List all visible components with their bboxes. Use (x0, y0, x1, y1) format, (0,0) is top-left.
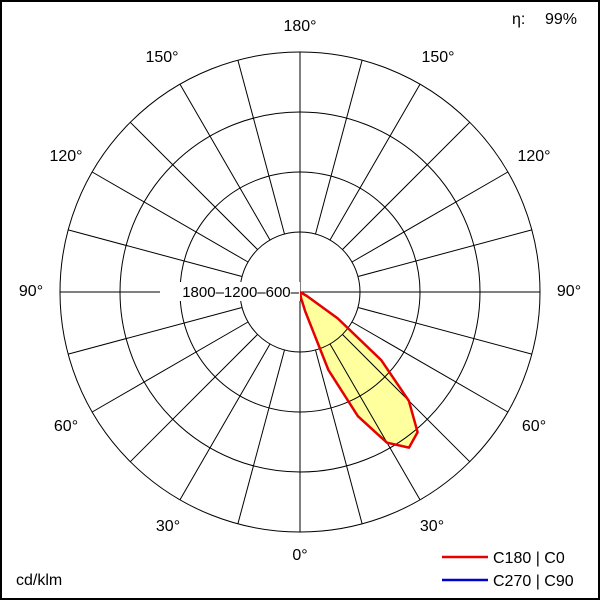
grid-spoke-105 (357, 229, 532, 277)
grid-spoke-15 (315, 349, 363, 524)
radial-scale-backdrop (160, 282, 300, 301)
grid-spoke-75 (357, 307, 532, 355)
grid-spoke-195 (237, 60, 285, 235)
eta-label: η: (512, 11, 525, 28)
grid-spoke-330 (179, 343, 271, 501)
angle-label-0: 0° (292, 547, 307, 564)
polar-label-layer: 1800–1200–600– 180° 150° 150° 120° 120° … (16, 11, 581, 590)
legend-label-c270-c90: C270 | C90 (493, 573, 574, 590)
grid-spoke-225 (129, 121, 258, 250)
angle-label-30-left: 30° (156, 518, 180, 535)
angle-label-150-right: 150° (421, 49, 454, 66)
angle-label-150-left: 150° (145, 49, 178, 66)
grid-spoke-165 (315, 60, 363, 235)
angle-label-60-right: 60° (522, 418, 546, 435)
grid-spoke-345 (237, 349, 285, 524)
grid-spoke-150 (329, 83, 421, 241)
angle-label-30-right: 30° (420, 518, 444, 535)
legend-label-c180-c0: C180 | C0 (493, 550, 565, 567)
grid-spoke-255 (68, 229, 243, 277)
angle-label-120-left: 120° (49, 148, 82, 165)
grid-spoke-210 (179, 83, 271, 241)
legend: C180 | C0 C270 | C90 (442, 550, 574, 590)
grid-spoke-135 (342, 121, 471, 250)
unit-label: cd/klm (16, 572, 62, 589)
grid-spoke-60 (351, 321, 509, 413)
grid-spoke-30 (329, 343, 421, 501)
angle-label-120-right: 120° (517, 148, 550, 165)
angle-label-180: 180° (283, 18, 316, 35)
angle-label-90-left: 90° (19, 283, 43, 300)
grid-spoke-315 (129, 334, 258, 463)
angle-label-60-left: 60° (54, 418, 78, 435)
grid-spoke-120 (351, 171, 509, 263)
polar-plot-layer (59, 51, 541, 533)
angle-label-90-right: 90° (557, 283, 581, 300)
curve-c180-c0 (298, 290, 419, 449)
eta-value: 99% (545, 11, 577, 28)
radial-scale-labels: 1800–1200–600– (182, 284, 299, 301)
grid-spoke-240 (91, 171, 249, 263)
grid-spoke-300 (91, 321, 249, 413)
beam-fill (300, 292, 418, 448)
grid-spoke-285 (68, 307, 243, 355)
